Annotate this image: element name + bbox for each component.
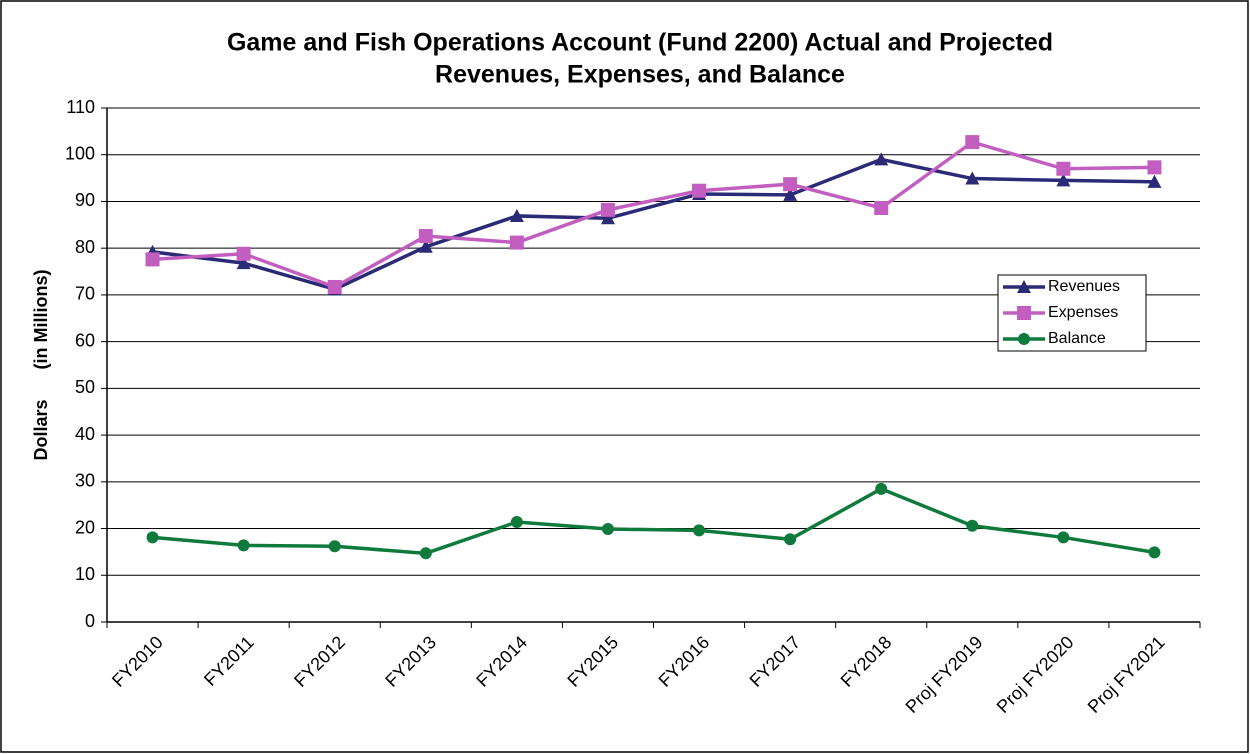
marker bbox=[328, 540, 341, 553]
marker bbox=[1017, 280, 1031, 293]
marker bbox=[418, 239, 433, 253]
marker bbox=[509, 208, 524, 222]
y-tick-label: 30 bbox=[75, 471, 95, 491]
marker bbox=[237, 539, 250, 552]
marker bbox=[510, 516, 523, 529]
marker bbox=[1056, 173, 1071, 187]
marker bbox=[783, 177, 798, 192]
y-tick-label: 90 bbox=[75, 190, 95, 210]
marker bbox=[874, 152, 889, 166]
y-tick-label: 10 bbox=[75, 564, 95, 584]
marker bbox=[601, 523, 614, 536]
y-tick-label: 100 bbox=[65, 143, 95, 163]
chart-title: Revenues, Expenses, and Balance bbox=[435, 61, 845, 89]
marker bbox=[783, 187, 798, 201]
marker bbox=[145, 252, 160, 267]
y-axis-label: Dollars (in Millions) bbox=[31, 269, 51, 460]
marker bbox=[1147, 160, 1162, 175]
chart-title: Game and Fish Operations Account (Fund 2… bbox=[227, 29, 1053, 57]
y-tick-label: 0 bbox=[85, 611, 95, 631]
y-tick-label: 20 bbox=[75, 517, 95, 537]
marker bbox=[418, 229, 433, 244]
marker bbox=[236, 256, 251, 270]
marker bbox=[600, 202, 615, 217]
marker bbox=[966, 519, 979, 532]
marker bbox=[419, 547, 432, 560]
legend-label: Expenses bbox=[1048, 304, 1118, 321]
y-tick-label: 110 bbox=[66, 97, 95, 117]
y-tick-label: 50 bbox=[75, 377, 95, 397]
marker bbox=[236, 246, 251, 261]
y-tick-label: 40 bbox=[75, 424, 95, 444]
marker bbox=[965, 171, 980, 185]
marker bbox=[146, 531, 159, 544]
marker bbox=[1148, 546, 1161, 559]
marker bbox=[875, 482, 888, 495]
marker bbox=[509, 235, 524, 250]
marker bbox=[1018, 333, 1030, 345]
marker bbox=[784, 533, 797, 546]
marker bbox=[1147, 174, 1162, 188]
series-line bbox=[152, 157, 1155, 292]
y-tick-label: 60 bbox=[75, 330, 95, 350]
marker bbox=[1056, 161, 1071, 176]
marker bbox=[693, 524, 706, 537]
marker bbox=[600, 211, 615, 225]
y-tick-label: 80 bbox=[75, 237, 95, 257]
marker bbox=[965, 135, 980, 150]
marker bbox=[874, 200, 889, 215]
legend-label: Revenues bbox=[1048, 278, 1120, 295]
marker bbox=[1057, 531, 1070, 544]
legend-label: Balance bbox=[1048, 330, 1106, 347]
marker bbox=[1017, 306, 1031, 320]
marker bbox=[327, 279, 342, 294]
y-tick-label: 70 bbox=[75, 284, 95, 304]
series-line bbox=[152, 486, 1155, 556]
marker bbox=[692, 183, 707, 198]
series-line bbox=[152, 140, 1155, 289]
